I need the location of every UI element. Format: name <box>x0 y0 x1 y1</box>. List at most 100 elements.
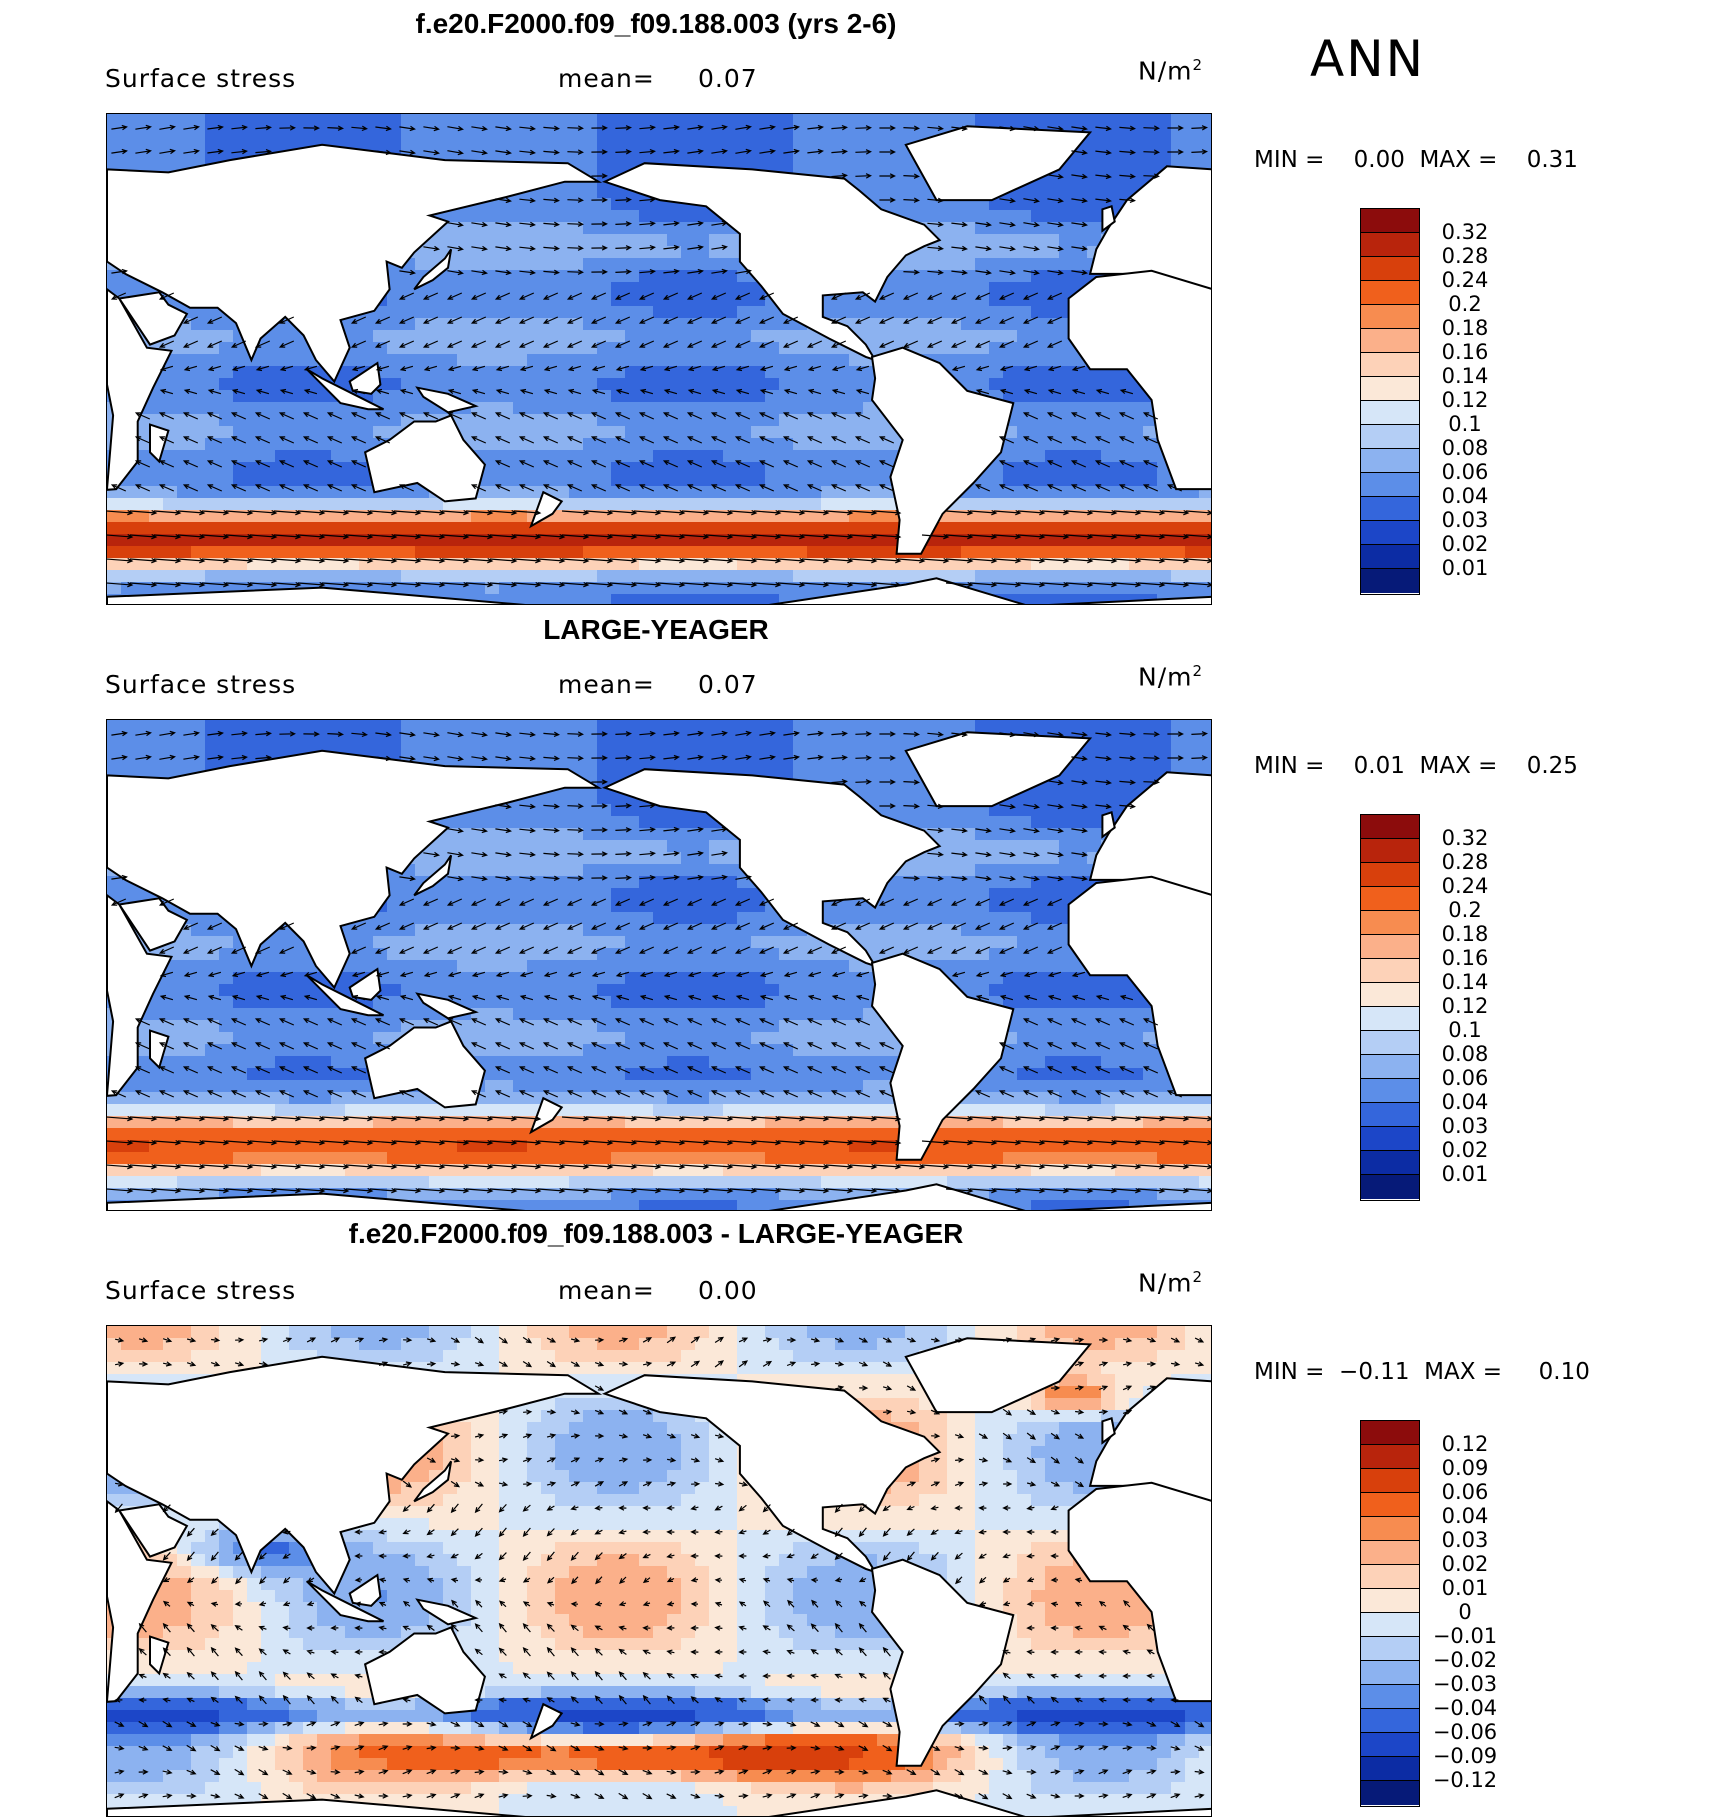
colorbar-swatch <box>1361 1589 1419 1613</box>
min-max-readout: MIN = 0.01 MAX = 0.25 <box>1254 753 1578 779</box>
colorbar-swatch <box>1361 1055 1419 1079</box>
colorbar-tick-label: −0.01 <box>1425 1624 1505 1648</box>
colorbar-swatch <box>1361 935 1419 959</box>
colorbar-tick-label: 0.1 <box>1425 412 1505 436</box>
colorbar-tick-label: 0.14 <box>1425 970 1505 994</box>
colorbar-tick-label: −0.06 <box>1425 1720 1505 1744</box>
colorbar-swatch <box>1361 1079 1419 1103</box>
colorbar-swatch <box>1361 329 1419 353</box>
colorbar-swatch <box>1361 1733 1419 1757</box>
colorbar-tick-label: 0.08 <box>1425 1042 1505 1066</box>
colorbar-swatch <box>1361 1421 1419 1445</box>
colorbar-swatch <box>1361 1103 1419 1127</box>
mean-value: 0.00 <box>698 1276 758 1305</box>
colorbar-swatch <box>1361 257 1419 281</box>
colorbar-swatch <box>1361 1151 1419 1175</box>
units-label: N/m2 <box>1138 56 1203 85</box>
colorbar-tick-label: 0.16 <box>1425 946 1505 970</box>
colorbar-swatch <box>1361 863 1419 887</box>
colorbar-swatch <box>1361 377 1419 401</box>
map-panel <box>106 113 1212 605</box>
colorbar-tick-label: 0.04 <box>1425 484 1505 508</box>
colorbar-tick-label: 0.16 <box>1425 340 1505 364</box>
colorbar-tick-label: 0 <box>1425 1600 1505 1624</box>
colorbar-swatch <box>1361 425 1419 449</box>
colorbar-swatch <box>1361 401 1419 425</box>
min-max-readout: MIN = 0.00 MAX = 0.31 <box>1254 147 1578 173</box>
colorbar <box>1360 1420 1420 1807</box>
colorbar-tick-label: −0.03 <box>1425 1672 1505 1696</box>
panel-title: LARGE-YEAGER <box>100 614 1212 646</box>
colorbar-tick-label: 0.28 <box>1425 850 1505 874</box>
colorbar-tick-label: 0.03 <box>1425 508 1505 532</box>
colorbar-swatch <box>1361 353 1419 377</box>
colorbar-tick-label: 0.02 <box>1425 1138 1505 1162</box>
colorbar <box>1360 814 1420 1201</box>
colorbar-tick-label: 0.02 <box>1425 1552 1505 1576</box>
colorbar-tick-label: 0.09 <box>1425 1456 1505 1480</box>
min-max-readout: MIN = −0.11 MAX = 0.10 <box>1254 1359 1590 1385</box>
colorbar-tick-label: 0.32 <box>1425 220 1505 244</box>
colorbar-swatch <box>1361 545 1419 569</box>
map-canvas <box>107 114 1212 605</box>
panel-title: f.e20.F2000.f09_f09.188.003 - LARGE-YEAG… <box>100 1218 1212 1250</box>
colorbar-tick-label: 0.2 <box>1425 292 1505 316</box>
colorbar-swatch <box>1361 1565 1419 1589</box>
colorbar-tick-label: 0.28 <box>1425 244 1505 268</box>
mean-label: mean= <box>558 1276 655 1305</box>
colorbar-swatch <box>1361 497 1419 521</box>
colorbar-tick-label: 0.06 <box>1425 460 1505 484</box>
colorbar-tick-label: −0.02 <box>1425 1648 1505 1672</box>
colorbar-tick-label: 0.24 <box>1425 268 1505 292</box>
mean-label: mean= <box>558 670 655 699</box>
colorbar-swatch <box>1361 1661 1419 1685</box>
colorbar-tick-label: 0.03 <box>1425 1528 1505 1552</box>
colorbar-swatch <box>1361 839 1419 863</box>
colorbar-tick-label: 0.12 <box>1425 1432 1505 1456</box>
mean-label: mean= <box>558 64 655 93</box>
colorbar-swatch <box>1361 209 1419 233</box>
season-label: ANN <box>1310 30 1425 88</box>
colorbar-tick-label: 0.02 <box>1425 532 1505 556</box>
map-panel <box>106 1325 1212 1817</box>
colorbar-tick-label: 0.12 <box>1425 388 1505 412</box>
colorbar-swatch <box>1361 1517 1419 1541</box>
colorbar-tick-label: 0.18 <box>1425 922 1505 946</box>
colorbar-swatch <box>1361 959 1419 983</box>
colorbar-swatch <box>1361 305 1419 329</box>
colorbar-tick-label: 0.24 <box>1425 874 1505 898</box>
colorbar-swatch <box>1361 1685 1419 1709</box>
colorbar-swatch <box>1361 1031 1419 1055</box>
colorbar-swatch <box>1361 911 1419 935</box>
colorbar-tick-label: 0.04 <box>1425 1504 1505 1528</box>
colorbar-swatch <box>1361 449 1419 473</box>
colorbar-tick-label: 0.01 <box>1425 556 1505 580</box>
colorbar-swatch <box>1361 1709 1419 1733</box>
colorbar-swatch <box>1361 1781 1419 1805</box>
colorbar-tick-label: 0.1 <box>1425 1018 1505 1042</box>
mean-value: 0.07 <box>698 64 758 93</box>
colorbar-swatch <box>1361 473 1419 497</box>
map-canvas <box>107 1326 1212 1817</box>
colorbar-tick-label: 0.04 <box>1425 1090 1505 1114</box>
colorbar-swatch <box>1361 815 1419 839</box>
colorbar-swatch <box>1361 281 1419 305</box>
colorbar-swatch <box>1361 1127 1419 1151</box>
colorbar-tick-label: 0.12 <box>1425 994 1505 1018</box>
colorbar-tick-label: 0.32 <box>1425 826 1505 850</box>
colorbar-tick-label: 0.03 <box>1425 1114 1505 1138</box>
colorbar-tick-label: −0.04 <box>1425 1696 1505 1720</box>
variable-label: Surface stress <box>105 1276 296 1305</box>
colorbar-swatch <box>1361 1613 1419 1637</box>
colorbar-swatch <box>1361 1175 1419 1199</box>
colorbar-swatch <box>1361 1493 1419 1517</box>
colorbar-tick-label: 0.08 <box>1425 436 1505 460</box>
mean-value: 0.07 <box>698 670 758 699</box>
colorbar-tick-label: 0.14 <box>1425 364 1505 388</box>
colorbar-swatch <box>1361 521 1419 545</box>
colorbar-swatch <box>1361 1469 1419 1493</box>
units-label: N/m2 <box>1138 662 1203 691</box>
colorbar-swatch <box>1361 1445 1419 1469</box>
colorbar-tick-label: 0.01 <box>1425 1576 1505 1600</box>
colorbar-swatch <box>1361 1541 1419 1565</box>
